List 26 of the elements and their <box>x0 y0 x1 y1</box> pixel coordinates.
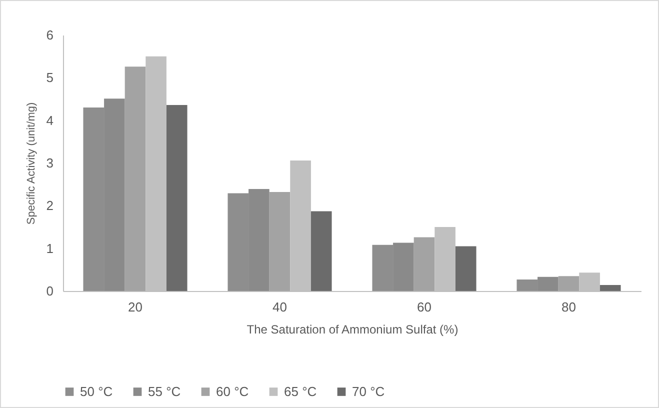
bar <box>166 104 188 291</box>
bar <box>455 246 476 291</box>
y-tick-label: 1 <box>46 240 54 256</box>
bar <box>414 237 435 291</box>
x-tick-label: 40 <box>272 300 287 314</box>
bar <box>269 192 290 291</box>
x-tick-label: 20 <box>128 300 142 314</box>
legend-label: 65 °C <box>284 384 317 399</box>
y-tick-label: 5 <box>46 70 54 86</box>
y-tick-label: 2 <box>46 198 54 214</box>
y-tick-label: 4 <box>46 112 54 128</box>
x-axis-title: The Saturation of Ammonium Sulfat (%) <box>246 322 458 336</box>
bar <box>310 211 332 291</box>
y-tick-label: 0 <box>46 284 54 298</box>
bar <box>124 66 146 291</box>
legend-label: 70 °C <box>352 384 385 399</box>
legend-label: 60 °C <box>216 384 249 399</box>
x-tick-label: 80 <box>562 300 576 314</box>
bar <box>558 276 580 291</box>
bar <box>600 285 621 291</box>
legend-label: 50 °C <box>80 384 113 399</box>
y-axis-title: Specific Activity (unit/mg) <box>25 102 38 225</box>
legend-label: 55 °C <box>148 384 181 399</box>
y-tick-label: 3 <box>46 156 54 170</box>
y-tick-label: 6 <box>46 28 54 42</box>
x-tick-label: 60 <box>417 300 432 314</box>
